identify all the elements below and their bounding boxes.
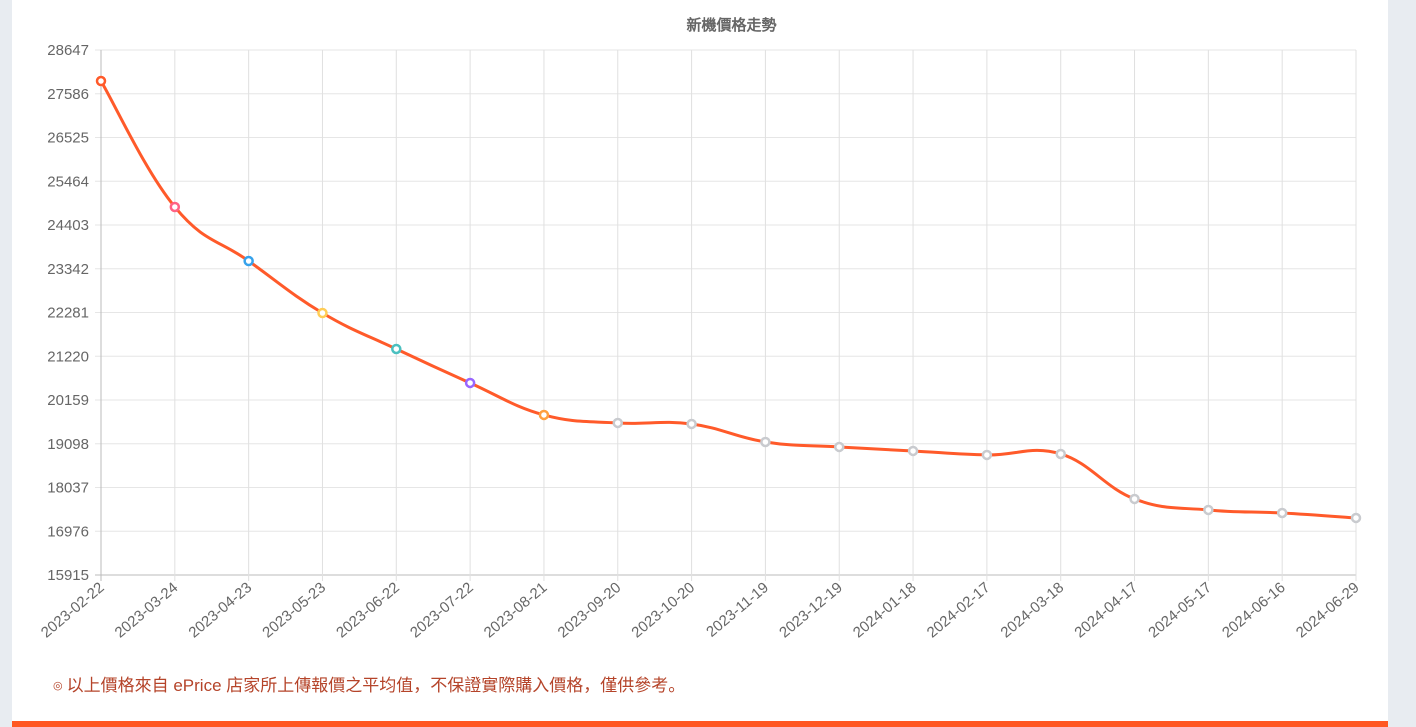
x-tick-label: 2024-05-17 xyxy=(1145,579,1215,641)
x-tick-label: 2023-09-20 xyxy=(555,579,625,641)
x-tick-label: 2024-01-18 xyxy=(850,579,920,641)
y-tick-label: 15915 xyxy=(47,567,89,584)
data-point xyxy=(686,418,697,430)
x-tick-label: 2024-02-17 xyxy=(924,579,994,641)
y-tick-label: 27586 xyxy=(47,86,89,103)
x-tick-label: 2024-06-16 xyxy=(1219,579,1289,641)
data-point xyxy=(1350,512,1362,524)
data-point xyxy=(391,343,402,355)
y-tick-label: 18037 xyxy=(47,480,89,497)
y-tick-label: 16976 xyxy=(47,523,89,540)
data-point xyxy=(317,307,328,319)
y-tick-label: 25464 xyxy=(47,173,89,190)
x-tick-label: 2024-04-17 xyxy=(1071,579,1141,641)
x-tick-label: 2024-03-18 xyxy=(998,579,1068,641)
y-tick-label: 20159 xyxy=(47,392,89,409)
y-tick-label: 26525 xyxy=(47,130,89,147)
data-point xyxy=(169,201,181,213)
data-point xyxy=(1203,504,1214,516)
x-tick-label: 2023-06-22 xyxy=(333,579,403,641)
chart-card xyxy=(12,0,1388,727)
x-tick-label: 2023-10-20 xyxy=(628,579,698,641)
y-tick-label: 22281 xyxy=(47,305,89,322)
x-tick-label: 2023-08-21 xyxy=(481,579,551,641)
y-tick-label: 28647 xyxy=(47,42,89,59)
data-point xyxy=(981,449,993,461)
data-point xyxy=(612,417,624,429)
data-point xyxy=(907,445,919,457)
data-point xyxy=(538,409,550,421)
x-tick-label: 2023-02-22 xyxy=(38,579,108,641)
y-tick-label: 19098 xyxy=(47,436,89,453)
y-tick-label: 23342 xyxy=(47,261,89,278)
x-tick-label: 2023-12-19 xyxy=(776,579,846,641)
data-point xyxy=(1055,448,1066,460)
data-point xyxy=(95,75,107,87)
x-tick-label: 2024-06-29 xyxy=(1293,579,1363,641)
chart-title: 新機價格走勢 xyxy=(686,16,776,34)
y-tick-label: 24403 xyxy=(47,217,89,234)
data-point xyxy=(760,436,771,448)
x-tick-label: 2023-03-24 xyxy=(112,579,182,641)
x-tick-label: 2023-04-23 xyxy=(186,579,256,641)
bullet-icon: ◎ xyxy=(53,680,63,692)
disclaimer-text: 以上價格來自 ePrice 店家所上傳報價之平均值，不保證實際購入價格，僅供參考… xyxy=(66,676,686,695)
price-disclaimer: ◎ 以上價格來自 ePrice 店家所上傳報價之平均值，不保證實際購入價格，僅供參… xyxy=(53,671,685,696)
data-point xyxy=(1129,493,1140,505)
x-tick-label: 2023-05-23 xyxy=(259,579,329,641)
data-point xyxy=(833,441,845,453)
x-tick-label: 2023-07-22 xyxy=(407,579,477,641)
data-point xyxy=(243,255,254,267)
y-tick-label: 21220 xyxy=(47,348,89,365)
data-point xyxy=(464,377,476,389)
accent-bar xyxy=(12,721,1388,727)
price-line xyxy=(99,80,1357,520)
x-tick-label: 2023-11-19 xyxy=(703,579,772,641)
data-point xyxy=(1276,507,1288,519)
